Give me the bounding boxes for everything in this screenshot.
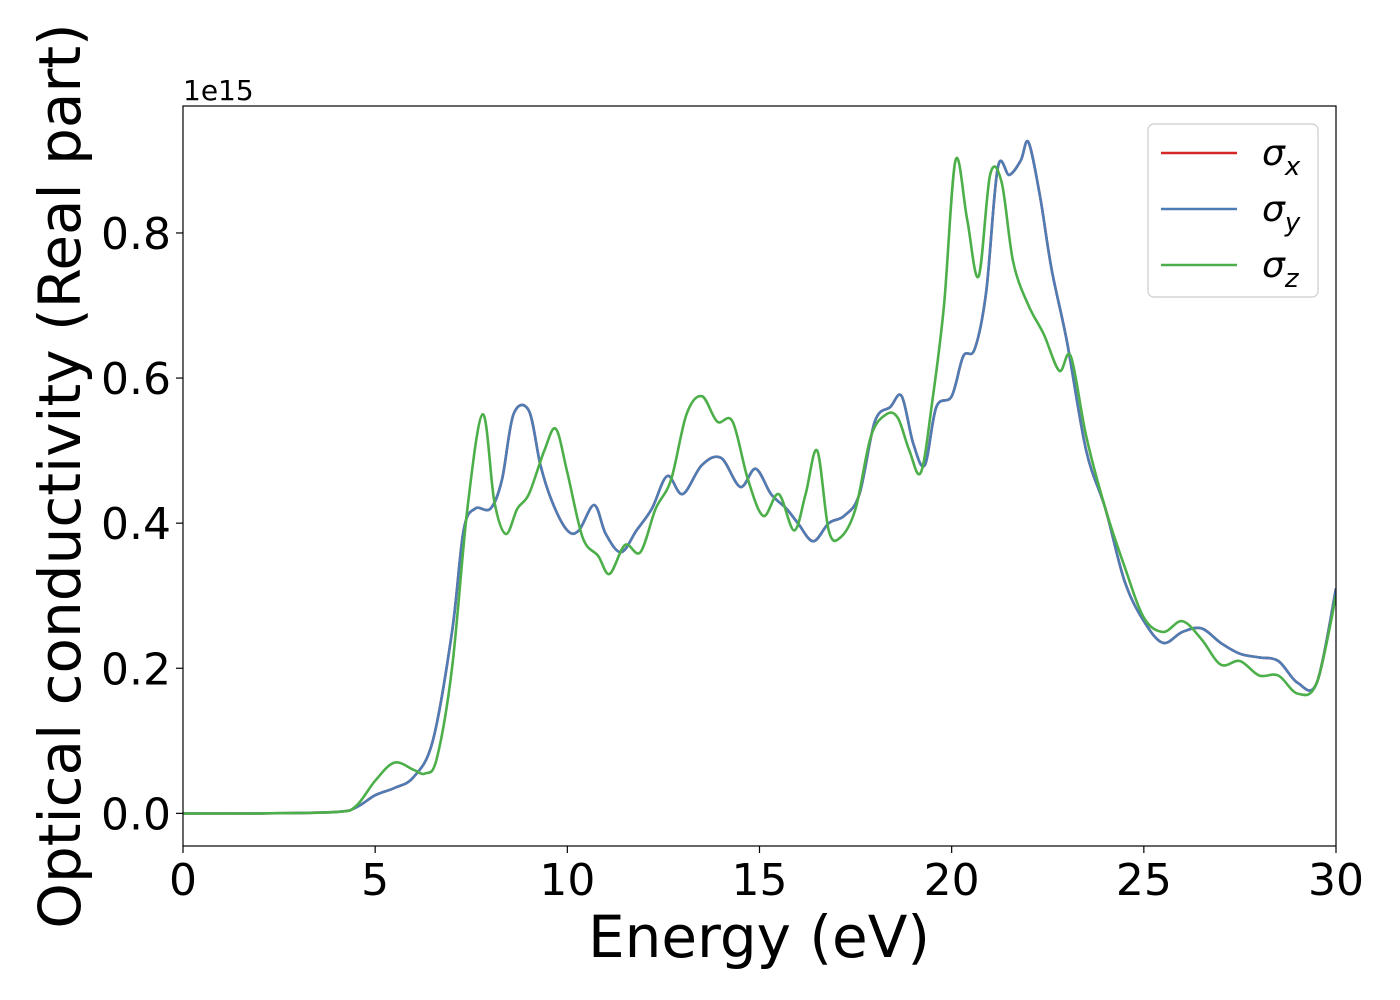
legend-entry-y: σy bbox=[1262, 189, 1301, 238]
y-tick-label: 0.8 bbox=[101, 209, 171, 260]
y-tick-label: 0.0 bbox=[101, 789, 171, 840]
y-tick-label: 0.4 bbox=[101, 499, 171, 550]
x-tick-label: 0 bbox=[169, 855, 197, 906]
x-tick-label: 10 bbox=[539, 855, 595, 906]
x-axis-label: Energy (eV) bbox=[588, 903, 930, 971]
series-line-z bbox=[183, 156, 1336, 815]
y-tick-label: 0.2 bbox=[101, 644, 171, 695]
series-layer bbox=[183, 139, 1336, 815]
x-tick-label: 15 bbox=[732, 855, 788, 906]
legend-entry-x: σx bbox=[1262, 133, 1301, 182]
x-tick-label: 5 bbox=[361, 855, 389, 906]
x-tick-label: 20 bbox=[924, 855, 980, 906]
legend-entry-z: σz bbox=[1262, 245, 1300, 294]
x-tick-label: 25 bbox=[1116, 855, 1172, 906]
x-tick-label: 30 bbox=[1308, 855, 1364, 906]
x-axis: 0 5 10 15 20 25 30 bbox=[169, 846, 1364, 906]
y-offset-label: 1e15 bbox=[183, 74, 254, 107]
y-axis: 0.0 0.2 0.4 0.6 0.8 bbox=[101, 209, 183, 840]
legend: σx σy σz bbox=[1147, 123, 1319, 298]
y-tick-label: 0.6 bbox=[101, 354, 171, 405]
y-axis-label: Optical conductivity (Real part) bbox=[26, 23, 94, 928]
series-line-y bbox=[183, 139, 1336, 815]
legend-box bbox=[1147, 123, 1319, 298]
